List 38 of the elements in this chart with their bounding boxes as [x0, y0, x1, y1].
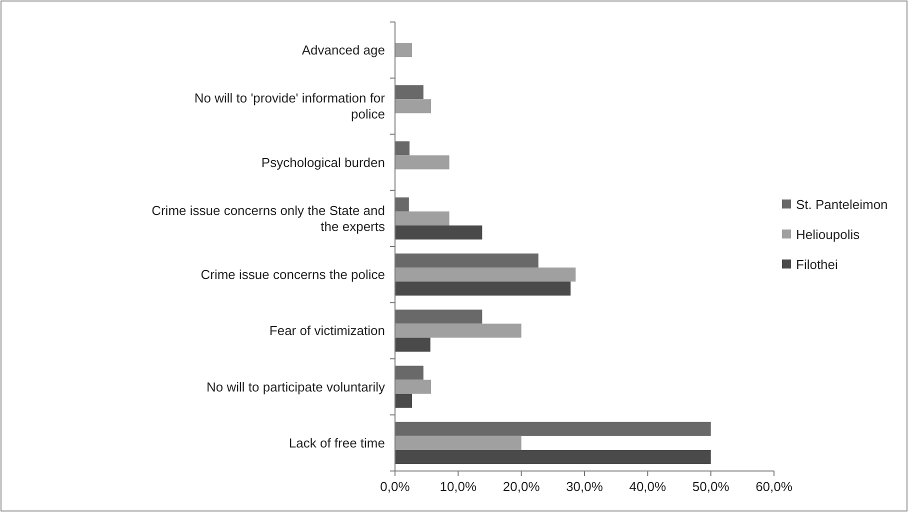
x-tick-label: 0,0%: [380, 479, 410, 494]
y-tick-label: Crime issue concerns the police: [200, 267, 385, 282]
bar: [395, 310, 482, 324]
bar: [395, 450, 711, 464]
y-tick-label: Fear of victimization: [269, 323, 385, 338]
bar: [395, 268, 576, 282]
bar: [395, 338, 430, 352]
x-tick-label: 50,0%: [692, 479, 730, 494]
bar: [395, 211, 450, 226]
x-tick-label: 30,0%: [566, 479, 604, 494]
x-tick-label: 20,0%: [502, 479, 540, 494]
bar: [395, 225, 482, 240]
bar: [395, 99, 432, 114]
bar: [395, 366, 424, 380]
y-tick-label: Crime issue concerns only the State and the experts: [152, 202, 386, 234]
x-tick-label: 10,0%: [440, 479, 478, 494]
y-tick-label: Psychological burden: [261, 154, 385, 170]
bar: [395, 43, 412, 58]
bar: [395, 422, 711, 436]
bar: [395, 85, 424, 100]
legend-label: St. Panteleimon: [796, 197, 888, 212]
legend-label: Helioupolis: [796, 227, 860, 242]
bar: [395, 436, 522, 450]
y-tick-label: No will to 'provide' information for police: [194, 90, 386, 122]
x-tick-label: 60,0%: [756, 479, 793, 494]
x-tick-label: 40,0%: [629, 479, 667, 494]
bar: [395, 282, 571, 296]
legend-label: Filothei: [796, 257, 838, 272]
y-tick-label: Advanced age: [302, 42, 385, 58]
bar: [395, 324, 522, 338]
bar: [395, 394, 412, 408]
y-tick-label: Lack of free time: [288, 435, 385, 450]
bar: [395, 197, 409, 212]
bar: [395, 380, 432, 394]
bar: [395, 155, 450, 170]
y-tick-label: No will to participate voluntarily: [206, 379, 386, 394]
bar: [395, 141, 410, 156]
bar: [395, 254, 538, 268]
